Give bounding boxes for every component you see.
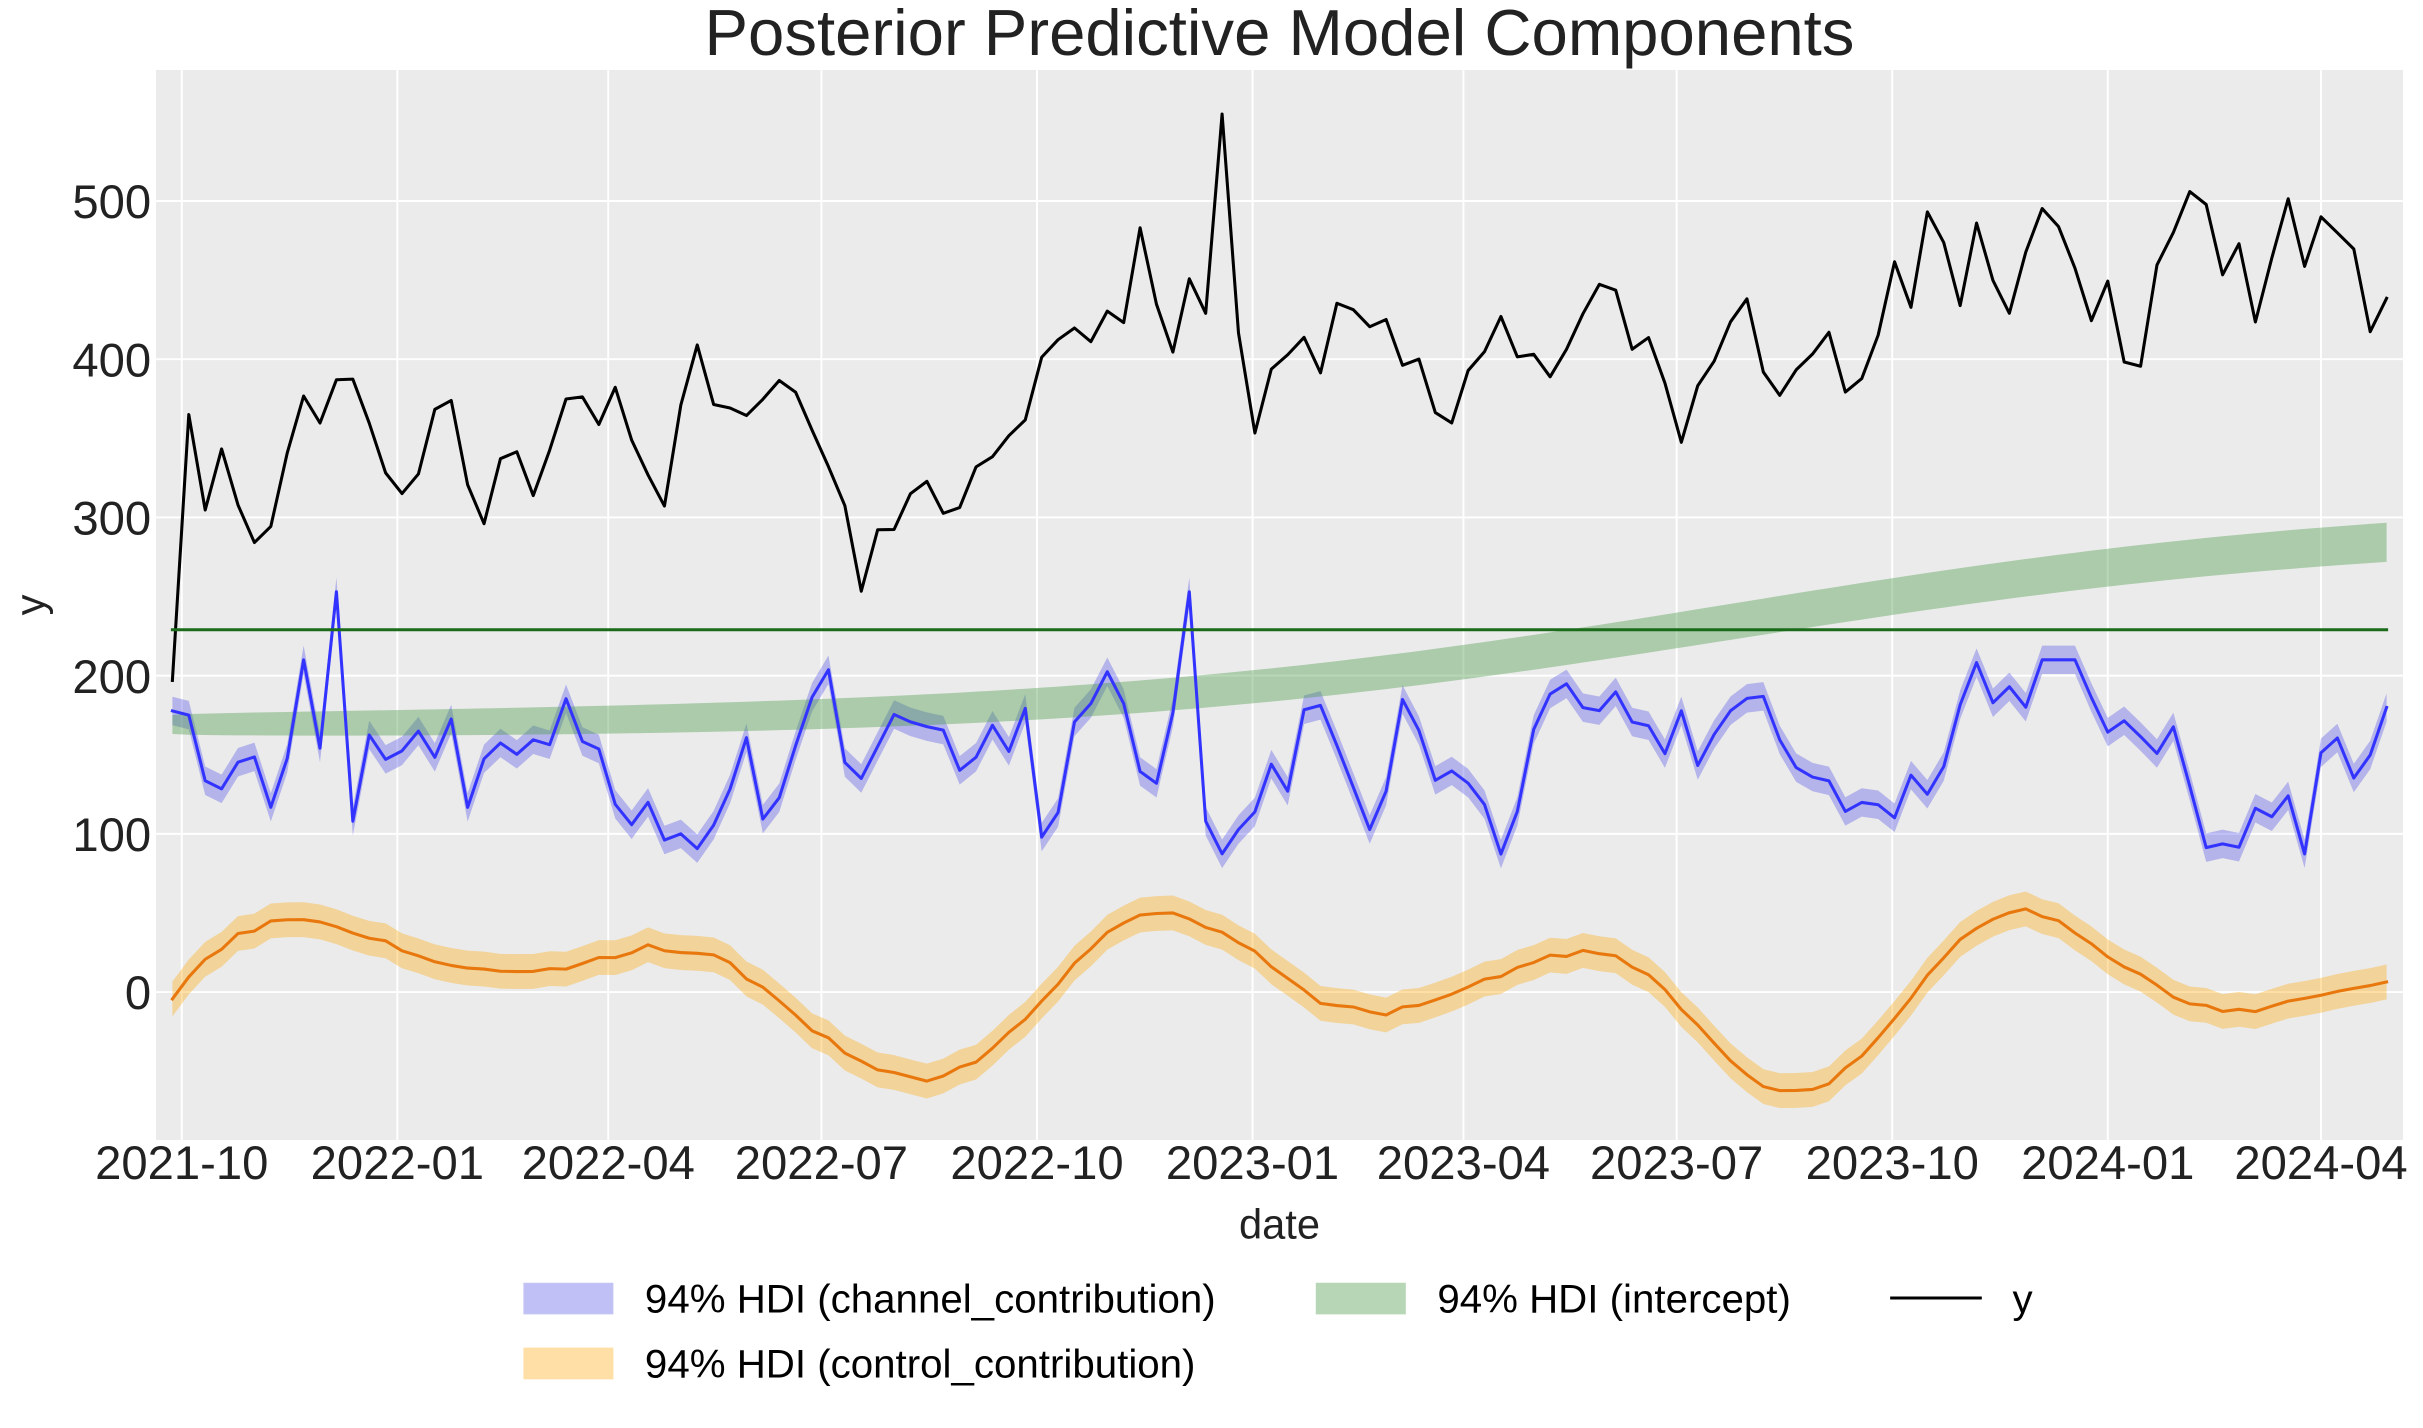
svg-text:date: date xyxy=(1239,1201,1320,1248)
svg-text:2023-07: 2023-07 xyxy=(1590,1137,1763,1190)
svg-text:2022-07: 2022-07 xyxy=(735,1137,908,1190)
svg-text:2024-01: 2024-01 xyxy=(2021,1137,2194,1190)
svg-text:2022-10: 2022-10 xyxy=(950,1137,1123,1190)
svg-text:300: 300 xyxy=(72,493,151,546)
svg-text:Posterior Predictive Model Com: Posterior Predictive Model Components xyxy=(705,0,1855,69)
svg-text:2024-04: 2024-04 xyxy=(2234,1137,2407,1190)
svg-text:94% HDI (channel_contribution): 94% HDI (channel_contribution) xyxy=(645,1277,1216,1322)
svg-text:2023-01: 2023-01 xyxy=(1166,1137,1339,1190)
svg-text:94% HDI (intercept): 94% HDI (intercept) xyxy=(1437,1277,1791,1322)
svg-text:100: 100 xyxy=(72,809,151,862)
svg-text:500: 500 xyxy=(72,176,151,229)
svg-text:2022-01: 2022-01 xyxy=(311,1137,484,1190)
svg-text:2021-10: 2021-10 xyxy=(95,1137,268,1190)
svg-text:94% HDI (control_contribution): 94% HDI (control_contribution) xyxy=(645,1342,1196,1387)
svg-text:400: 400 xyxy=(72,334,151,387)
svg-text:2023-04: 2023-04 xyxy=(1377,1137,1550,1190)
svg-text:2022-04: 2022-04 xyxy=(522,1137,695,1190)
svg-text:y: y xyxy=(6,594,53,615)
svg-text:y: y xyxy=(2013,1277,2034,1322)
svg-text:2023-10: 2023-10 xyxy=(1806,1137,1979,1190)
svg-text:0: 0 xyxy=(125,967,151,1020)
svg-text:200: 200 xyxy=(72,651,151,704)
